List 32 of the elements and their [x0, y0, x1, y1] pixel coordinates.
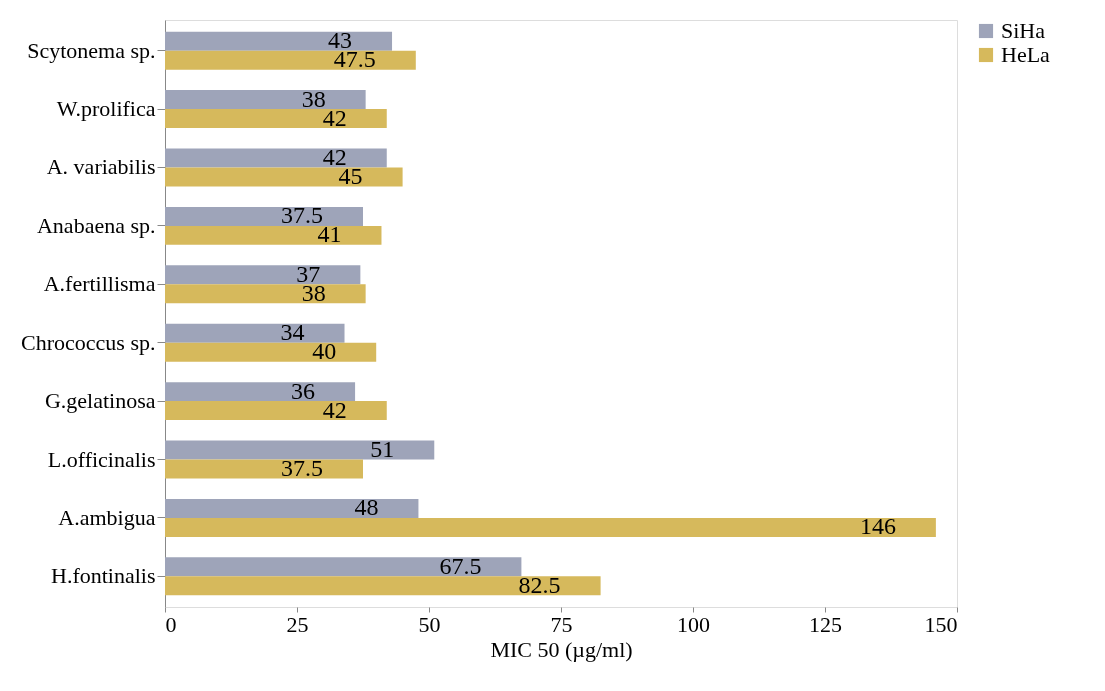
- x-tick-label: 25: [286, 611, 309, 637]
- data-label: 37.5: [281, 455, 323, 482]
- data-label: 40: [312, 338, 337, 365]
- legend-label: SiHa: [1001, 18, 1046, 43]
- y-tick-label: G.gelatinosa: [44, 388, 156, 414]
- data-label: 82.5: [518, 571, 561, 598]
- legend-label: HeLa: [1001, 42, 1051, 67]
- y-tick-label: Chrococcus sp.: [21, 329, 156, 355]
- y-tick-label: Anabaena sp.: [36, 212, 156, 238]
- x-tick-label: 75: [550, 611, 573, 637]
- data-label: 51: [370, 436, 395, 463]
- data-label: 34: [280, 319, 305, 346]
- y-tick-label: W.prolifica: [56, 96, 156, 122]
- data-label: 48: [354, 494, 379, 521]
- y-tick-label: A. variabilis: [46, 154, 156, 180]
- x-tick-label: 50: [418, 611, 441, 637]
- x-tick-label: 100: [677, 611, 710, 637]
- y-tick-label: H.fontinalis: [51, 563, 156, 589]
- data-label: 146: [859, 513, 896, 540]
- y-tick-label: Scytonema sp.: [27, 37, 156, 63]
- data-label: 42: [322, 396, 347, 423]
- data-label: 37.5: [281, 202, 323, 229]
- x-tick-label: 125: [809, 611, 842, 637]
- data-label: 36: [291, 377, 316, 404]
- x-tick-label: 150: [924, 611, 958, 637]
- x-tick-label: 0: [165, 611, 177, 637]
- y-tick-label: A.ambigua: [58, 504, 156, 530]
- y-tick-label: L.officinalis: [47, 446, 156, 472]
- data-label: 67.5: [439, 552, 482, 579]
- data-label: 38: [301, 85, 326, 112]
- y-tick-label: A.fertillisma: [43, 271, 156, 297]
- x-axis-title: MIC 50 (µg/ml): [490, 636, 633, 662]
